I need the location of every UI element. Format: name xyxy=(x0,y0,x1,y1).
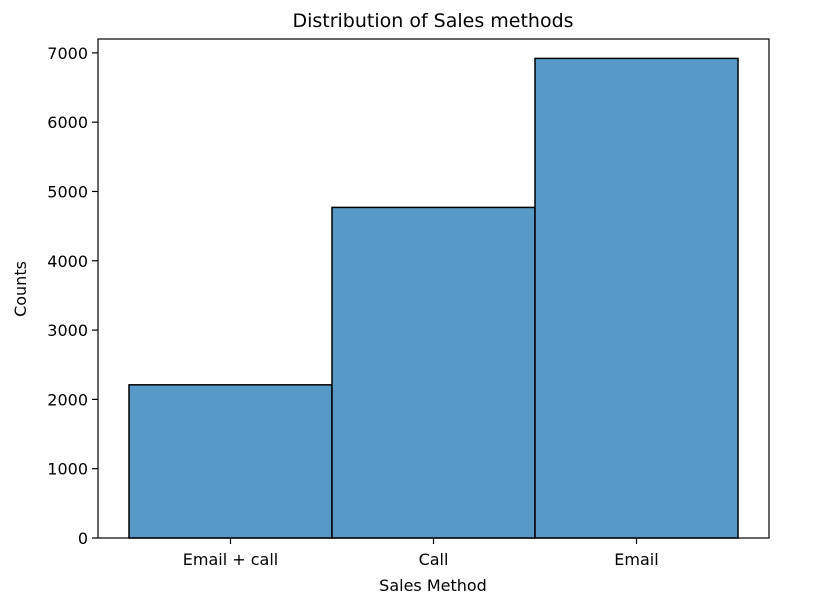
bar-0 xyxy=(128,384,333,539)
chart-title: Distribution of Sales methods xyxy=(292,10,573,32)
y-tick-label: 4000 xyxy=(47,252,88,271)
x-tick-label: Email + call xyxy=(183,550,278,569)
x-tick-label: Email xyxy=(614,550,658,569)
y-tick-label: 0 xyxy=(78,529,88,548)
x-axis-ticks: Email + call Call Email xyxy=(183,538,659,569)
y-tick-label: 7000 xyxy=(47,44,88,63)
y-axis-label: Counts xyxy=(11,261,30,317)
bar-2 xyxy=(534,57,739,539)
bars-group xyxy=(128,57,739,539)
x-axis-label: Sales Method xyxy=(379,576,487,595)
y-axis-ticks: 0 1000 2000 3000 4000 5000 6000 7000 xyxy=(47,44,98,548)
y-tick-label: 3000 xyxy=(47,321,88,340)
y-tick-label: 5000 xyxy=(47,182,88,201)
y-tick-label: 1000 xyxy=(47,460,88,479)
bar-1 xyxy=(331,206,536,539)
y-tick-label: 6000 xyxy=(47,113,88,132)
x-tick-label: Call xyxy=(419,550,449,569)
y-tick-label: 2000 xyxy=(47,390,88,409)
